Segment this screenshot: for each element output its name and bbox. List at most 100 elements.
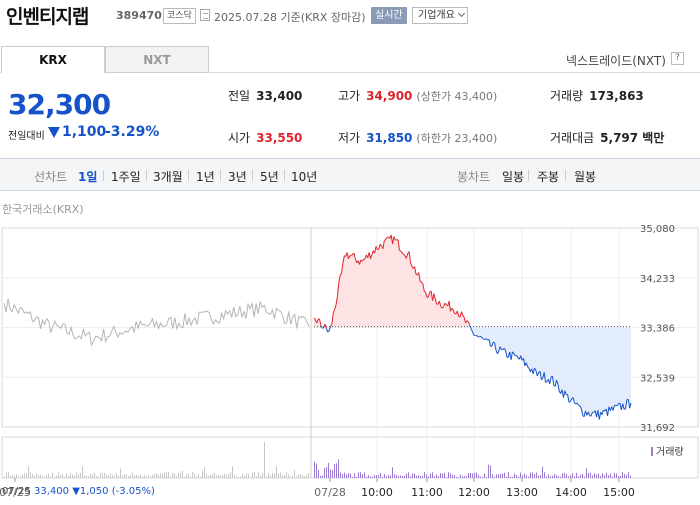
price-line-segment bbox=[448, 300, 451, 312]
volume-bar bbox=[408, 472, 409, 478]
prev-day-date: 07/25 bbox=[2, 486, 31, 497]
volume-bar bbox=[258, 472, 259, 478]
candle-monthly[interactable]: 월봉 bbox=[574, 170, 597, 184]
volume-bar bbox=[488, 464, 489, 478]
price-line-segment bbox=[400, 250, 403, 254]
tab-krx[interactable]: KRX bbox=[1, 46, 105, 73]
price-line-segment bbox=[562, 390, 566, 398]
price-line-segment bbox=[472, 331, 475, 336]
volume-bar bbox=[148, 475, 149, 478]
price-line-segment bbox=[451, 307, 454, 311]
price-line-segment bbox=[374, 246, 377, 254]
volume-bar bbox=[542, 466, 543, 478]
tab-nxt[interactable]: NXT bbox=[105, 46, 209, 73]
period-1d[interactable]: 1일 bbox=[78, 170, 98, 184]
volume-bar bbox=[14, 476, 15, 478]
period-divider bbox=[252, 170, 253, 181]
volume-bar bbox=[192, 472, 193, 478]
volume-bar bbox=[476, 472, 477, 478]
period-divider bbox=[188, 170, 189, 181]
volume-bar bbox=[164, 472, 165, 478]
volume-bar bbox=[378, 475, 379, 478]
company-info-button[interactable]: 기업개요 bbox=[412, 7, 468, 24]
price-line-segment bbox=[335, 296, 338, 305]
document-icon bbox=[200, 9, 210, 21]
candle-daily[interactable]: 일봉 bbox=[502, 170, 525, 184]
volume-bar bbox=[322, 475, 323, 478]
period-1w[interactable]: 1주일 bbox=[111, 170, 141, 184]
volume-bar bbox=[18, 476, 19, 478]
volume-bar bbox=[6, 472, 7, 478]
volume-bar bbox=[70, 472, 71, 478]
volume-bar bbox=[482, 476, 483, 478]
volume-bar bbox=[74, 475, 75, 478]
down-area bbox=[314, 326, 631, 420]
help-icon[interactable]: ? bbox=[671, 52, 684, 65]
volume-bar bbox=[394, 474, 395, 478]
volume-bar bbox=[186, 474, 187, 478]
candle-weekly[interactable]: 주봉 bbox=[537, 170, 560, 184]
stat-high: 고가 34,900 (상한가 43,400) bbox=[338, 87, 497, 104]
volume-bar bbox=[116, 473, 117, 478]
volume-bar bbox=[84, 475, 85, 478]
live-button[interactable]: 실시간 bbox=[371, 7, 407, 24]
period-3y[interactable]: 3년 bbox=[228, 170, 247, 184]
volume-bar bbox=[142, 476, 143, 478]
price-line-segment bbox=[567, 394, 570, 403]
stat-value: 173,863 bbox=[589, 89, 644, 103]
volume-bar bbox=[616, 473, 617, 478]
volume-bar bbox=[562, 473, 563, 478]
price-line-segment bbox=[320, 325, 323, 329]
volume-bar bbox=[386, 476, 387, 478]
volume-bar bbox=[338, 459, 339, 478]
volume-bar bbox=[196, 475, 197, 478]
prev-day-info: 07/25 33,400 ▼1,050 (-3.05%) bbox=[2, 486, 155, 497]
volume-bar bbox=[622, 472, 623, 478]
volume-bar bbox=[606, 472, 607, 478]
volume-bar bbox=[492, 474, 493, 478]
price-line-segment bbox=[607, 406, 610, 416]
volume-bar bbox=[244, 475, 245, 478]
nxt-link[interactable]: 넥스트레이드(NXT) bbox=[566, 54, 666, 68]
volume-bar bbox=[626, 474, 627, 478]
volume-bar bbox=[8, 472, 9, 478]
line-chart-label: 선차트 bbox=[34, 170, 68, 184]
volume-bar bbox=[614, 472, 615, 478]
volume-bar bbox=[156, 473, 157, 478]
volume-bar bbox=[442, 473, 443, 478]
period-1y[interactable]: 1년 bbox=[196, 170, 215, 184]
period-3m[interactable]: 3개월 bbox=[153, 170, 183, 184]
price-line-segment bbox=[462, 315, 465, 318]
volume-bar bbox=[630, 475, 631, 478]
price-line-segment bbox=[426, 296, 429, 299]
volume-bar bbox=[46, 475, 47, 478]
y-tick-label: 34,233 bbox=[640, 274, 675, 285]
volume-bar bbox=[178, 473, 179, 478]
price-line-segment bbox=[422, 283, 425, 292]
volume-bar bbox=[628, 472, 629, 478]
volume-bar bbox=[180, 472, 181, 478]
volume-bar bbox=[528, 476, 529, 478]
price-line-segment bbox=[597, 410, 600, 420]
prev-day-close: 33,400 bbox=[34, 486, 70, 497]
price-line-segment bbox=[438, 300, 442, 307]
volume-bar bbox=[370, 476, 371, 478]
period-5y[interactable]: 5년 bbox=[260, 170, 279, 184]
volume-bar bbox=[238, 476, 239, 478]
price-line-segment bbox=[513, 353, 516, 357]
volume-bar bbox=[252, 472, 253, 478]
prev-day-pct: (-3.05%) bbox=[111, 486, 155, 497]
volume-bar bbox=[72, 474, 73, 478]
volume-bar bbox=[618, 476, 619, 478]
period-10y[interactable]: 10년 bbox=[291, 170, 318, 184]
volume-bar bbox=[12, 474, 13, 478]
stat-label: 거래량 bbox=[550, 89, 584, 103]
price-line-segment bbox=[414, 266, 417, 275]
volume-bar bbox=[372, 476, 373, 478]
volume-bar bbox=[382, 476, 383, 478]
volume-bar bbox=[432, 472, 433, 478]
price-line-segment bbox=[410, 262, 413, 267]
price-line-segment bbox=[341, 263, 344, 273]
tabs-divider bbox=[0, 72, 700, 73]
